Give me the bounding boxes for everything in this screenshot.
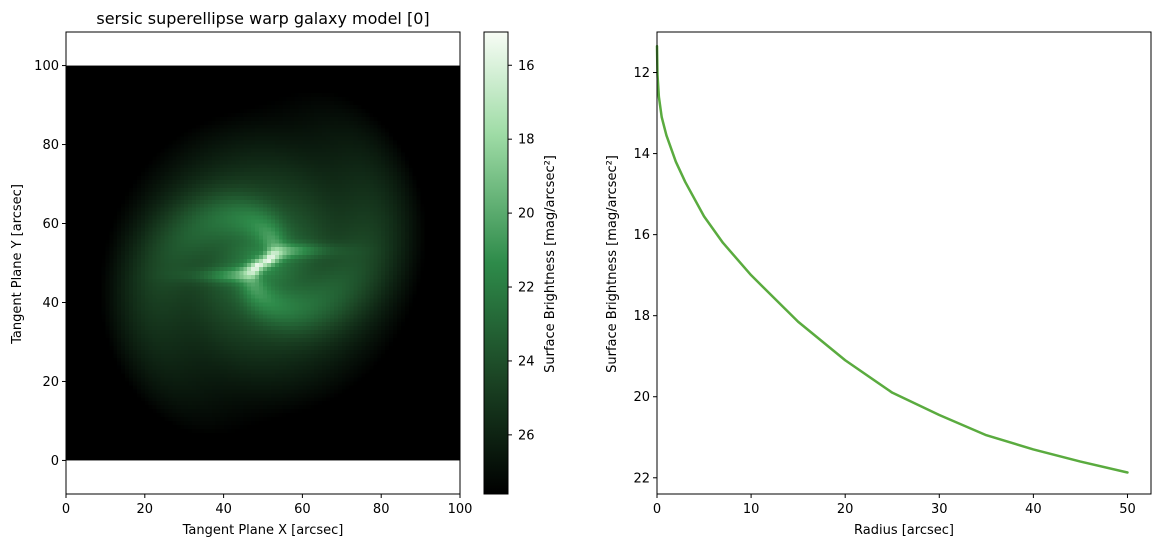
profile-x-tick-label: 20 [837, 502, 854, 517]
profile-y-axis-label: Surface Brightness [mag/arcsec²] [605, 155, 620, 373]
image-y-tick-label: 80 [42, 138, 59, 153]
profile-y-tick-label: 16 [633, 228, 650, 243]
profile-y-tick-label: 12 [633, 66, 650, 81]
image-x-tick-label: 0 [62, 502, 70, 517]
colorbar-tick-label: 18 [518, 133, 535, 148]
galaxy-image-panel: sersic superellipse warp galaxy model [0… [10, 9, 472, 538]
profile-x-ticks: 0 10 20 30 40 50 [653, 494, 1136, 517]
image-x-tick-label: 60 [294, 502, 311, 517]
profile-y-tick-label: 20 [633, 390, 650, 405]
galaxy-heatmap [66, 65, 460, 461]
colorbar-tick-label: 20 [518, 207, 535, 222]
colorbar-tick-label: 26 [518, 428, 535, 443]
profile-x-tick-label: 10 [743, 502, 760, 517]
surface-brightness-profile-line [655, 44, 1129, 474]
profile-x-axis-label: Radius [arcsec] [854, 523, 954, 538]
colorbar-gradient-bar [483, 31, 509, 495]
profile-axes-frame [656, 31, 1152, 495]
image-x-tick-label: 20 [137, 502, 154, 517]
profile-y-ticks: 12 14 16 18 20 22 [633, 66, 657, 486]
image-x-tick-label: 80 [373, 502, 390, 517]
image-y-axis-label: Tangent Plane Y [arcsec] [10, 184, 25, 345]
image-y-tick-label: 0 [51, 454, 59, 469]
profile-x-tick-label: 30 [931, 502, 948, 517]
radial-profile-panel: 0 10 20 30 40 50 12 14 16 18 20 22 Radius [arcsec]… [605, 31, 1152, 538]
image-y-tick-label: 60 [42, 217, 59, 232]
profile-x-tick-label: 40 [1025, 502, 1042, 517]
image-y-tick-label: 20 [42, 375, 59, 390]
profile-y-tick-label: 14 [633, 147, 650, 162]
profile-y-tick-label: 18 [633, 309, 650, 324]
colorbar-tick-label: 24 [518, 354, 535, 369]
image-x-axis-label: Tangent Plane X [arcsec] [182, 523, 344, 538]
profile-x-tick-label: 0 [653, 502, 661, 517]
colorbar-ticks: 16 18 20 22 24 26 [508, 59, 535, 443]
colorbar-tick-label: 16 [518, 59, 535, 74]
colorbar: 16 18 20 22 24 26 Surface Brightness [mag/arc… [483, 31, 558, 495]
colorbar-tick-label: 22 [518, 281, 535, 296]
image-x-tick-label: 40 [215, 502, 232, 517]
image-y-ticks: 0 20 40 60 80 100 [34, 59, 66, 469]
profile-x-tick-label: 50 [1119, 502, 1136, 517]
profile-y-tick-label: 22 [633, 471, 650, 486]
colorbar-label: Surface Brightness [mag/arcsec²] [543, 155, 558, 373]
image-x-tick-label: 100 [448, 502, 473, 517]
image-y-tick-label: 40 [42, 296, 59, 311]
image-title: sersic superellipse warp galaxy model [0… [96, 9, 429, 28]
image-x-ticks: 0 20 40 60 80 100 [62, 494, 473, 517]
image-y-tick-label: 100 [34, 59, 59, 74]
image-plot-area [66, 65, 460, 461]
image-axes-frame [65, 31, 461, 495]
